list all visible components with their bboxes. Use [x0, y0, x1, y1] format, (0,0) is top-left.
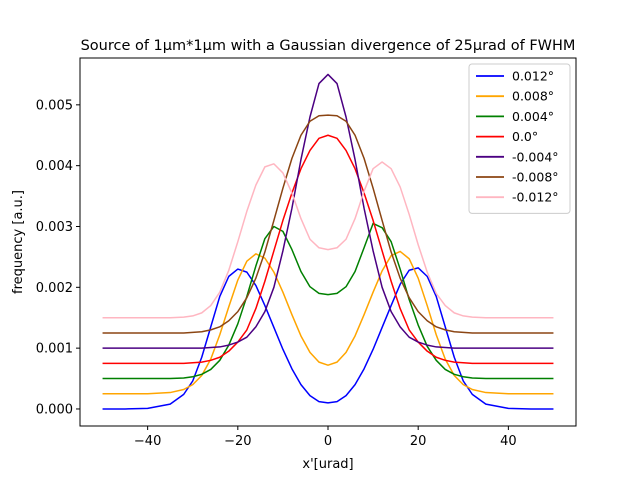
y-tick-label: 0.003 — [36, 220, 73, 235]
y-tick-label: 0.001 — [36, 342, 73, 357]
chart-title: Source of 1μm*1μm with a Gaussian diverg… — [81, 38, 576, 54]
y-tick-label: 0.000 — [36, 402, 73, 417]
x-tick-label: −20 — [224, 434, 251, 449]
legend-label: -0.008° — [512, 170, 559, 185]
x-tick-label: 0 — [324, 434, 332, 449]
x-axis: −40 −20 0 20 40 — [134, 426, 517, 449]
legend-box — [468, 63, 571, 214]
legend-label: -0.004° — [512, 149, 559, 164]
x-axis-label: x'[urad] — [302, 457, 353, 472]
series-layer — [102, 73, 554, 410]
legend-label: 0.012° — [512, 69, 554, 84]
x-tick-label: 40 — [500, 434, 517, 449]
y-tick-label: 0.002 — [36, 281, 73, 296]
y-axis: 0.000 0.001 0.002 0.003 0.004 0.005 — [36, 98, 80, 417]
series-line-5 — [102, 114, 554, 334]
series-line-2 — [102, 222, 554, 380]
legend-label: -0.012° — [512, 190, 559, 205]
series-line-6 — [102, 161, 554, 319]
series-line-1 — [102, 250, 554, 395]
y-axis-label: frequency [a.u.] — [11, 190, 26, 294]
legend-label: 0.008° — [512, 89, 554, 104]
legend-label: 0.004° — [512, 109, 554, 124]
y-tick-label: 0.004 — [36, 159, 73, 174]
series-line-0 — [102, 267, 554, 410]
legend-label: 0.0° — [512, 129, 538, 144]
legend: 0.012° 0.008° 0.004° 0.0° -0.004° -0.008° -0.0… — [468, 63, 571, 214]
x-tick-label: −40 — [134, 434, 161, 449]
series-line-4 — [102, 73, 554, 349]
y-tick-label: 0.005 — [36, 98, 73, 113]
x-tick-label: 20 — [410, 434, 427, 449]
series-line-3 — [102, 134, 554, 365]
